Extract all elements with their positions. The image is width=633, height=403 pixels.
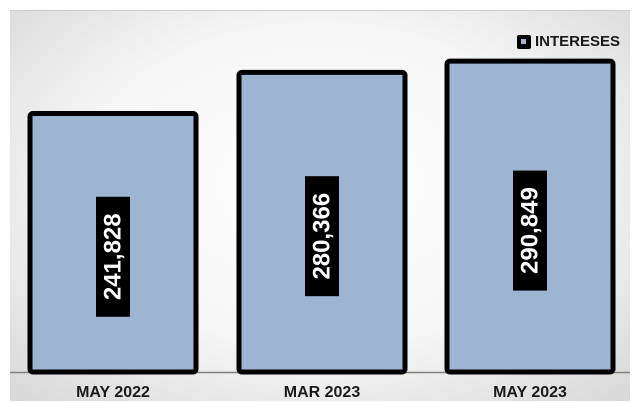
legend: INTERESES <box>516 33 620 50</box>
data-label-group-0: 241,828 <box>96 196 130 317</box>
data-label-bg-0 <box>96 196 130 317</box>
data-label-1: 280,366 <box>308 193 335 280</box>
category-label-0: MAY 2022 <box>76 384 150 401</box>
category-label-1: MAR 2023 <box>284 384 361 401</box>
legend-label: INTERESES <box>534 33 620 50</box>
category-label-2: MAY 2023 <box>493 384 567 401</box>
data-label-bg-2 <box>513 170 547 291</box>
data-label-2: 290,849 <box>516 187 543 274</box>
data-label-group-2: 290,849 <box>513 170 547 291</box>
data-label-0: 241,828 <box>99 213 126 300</box>
data-label-group-1: 280,366 <box>305 176 339 297</box>
data-label-bg-1 <box>305 176 339 297</box>
legend-swatch <box>516 34 531 49</box>
